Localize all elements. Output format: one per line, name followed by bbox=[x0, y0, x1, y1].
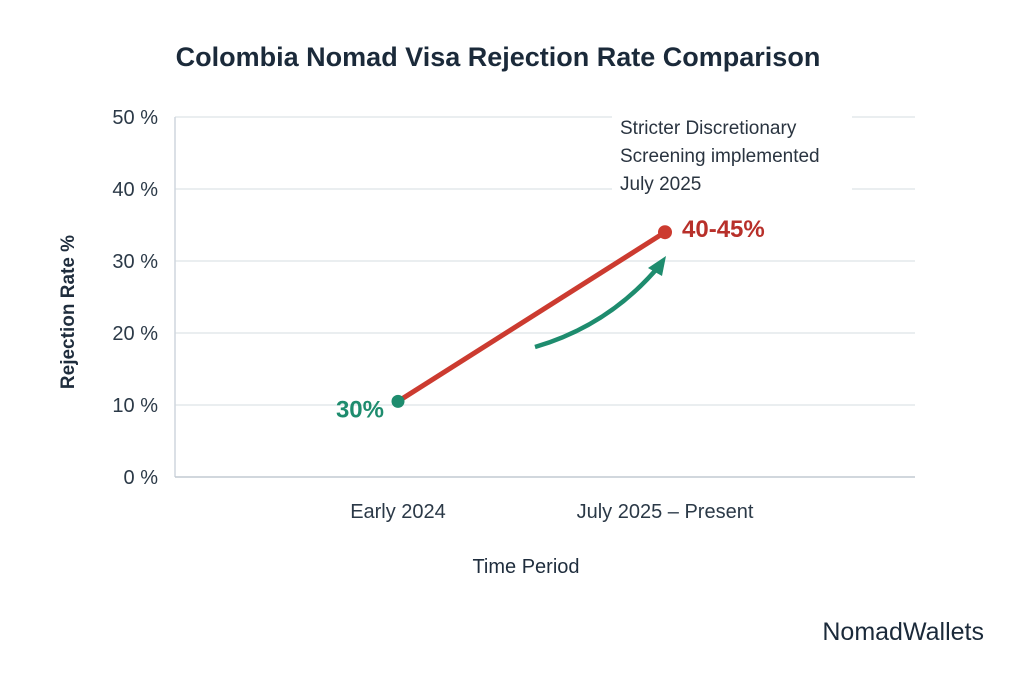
annotation-line-1: Stricter Discretionary bbox=[620, 118, 797, 139]
y-tick-label: 50 % bbox=[112, 107, 158, 129]
data-label: 40-45% bbox=[682, 216, 765, 243]
y-tick-label: 30 % bbox=[112, 251, 158, 273]
y-axis-label: Rejection Rate % bbox=[58, 235, 79, 389]
data-point bbox=[658, 225, 672, 240]
annotation-line-3: July 2025 bbox=[620, 174, 701, 195]
trend-arrow bbox=[534, 263, 662, 350]
x-tick-labels: Early 2024 July 2025 – Present bbox=[350, 501, 754, 523]
trend-arrow-head bbox=[648, 256, 666, 276]
y-tick-labels: 0 % 10 % 20 % 30 % 40 % 50 % bbox=[112, 107, 158, 489]
brand-logo: NomadWallets bbox=[822, 618, 984, 646]
series: 30% 40-45% bbox=[336, 216, 765, 423]
data-point bbox=[391, 394, 405, 408]
y-tick-label: 40 % bbox=[112, 179, 158, 201]
y-tick-label: 0 % bbox=[124, 467, 159, 489]
annotation-line-2: Screening implemented bbox=[620, 146, 820, 167]
series-line bbox=[396, 230, 667, 404]
chart-title: Colombia Nomad Visa Rejection Rate Compa… bbox=[176, 42, 821, 72]
x-tick-label: Early 2024 bbox=[350, 501, 446, 523]
y-tick-label: 10 % bbox=[112, 395, 158, 417]
data-label: 30% bbox=[336, 396, 384, 423]
y-tick-label: 20 % bbox=[112, 323, 158, 345]
annotation-background bbox=[612, 113, 852, 195]
x-axis-label: Time Period bbox=[472, 556, 579, 578]
x-tick-label: July 2025 – Present bbox=[577, 501, 754, 523]
